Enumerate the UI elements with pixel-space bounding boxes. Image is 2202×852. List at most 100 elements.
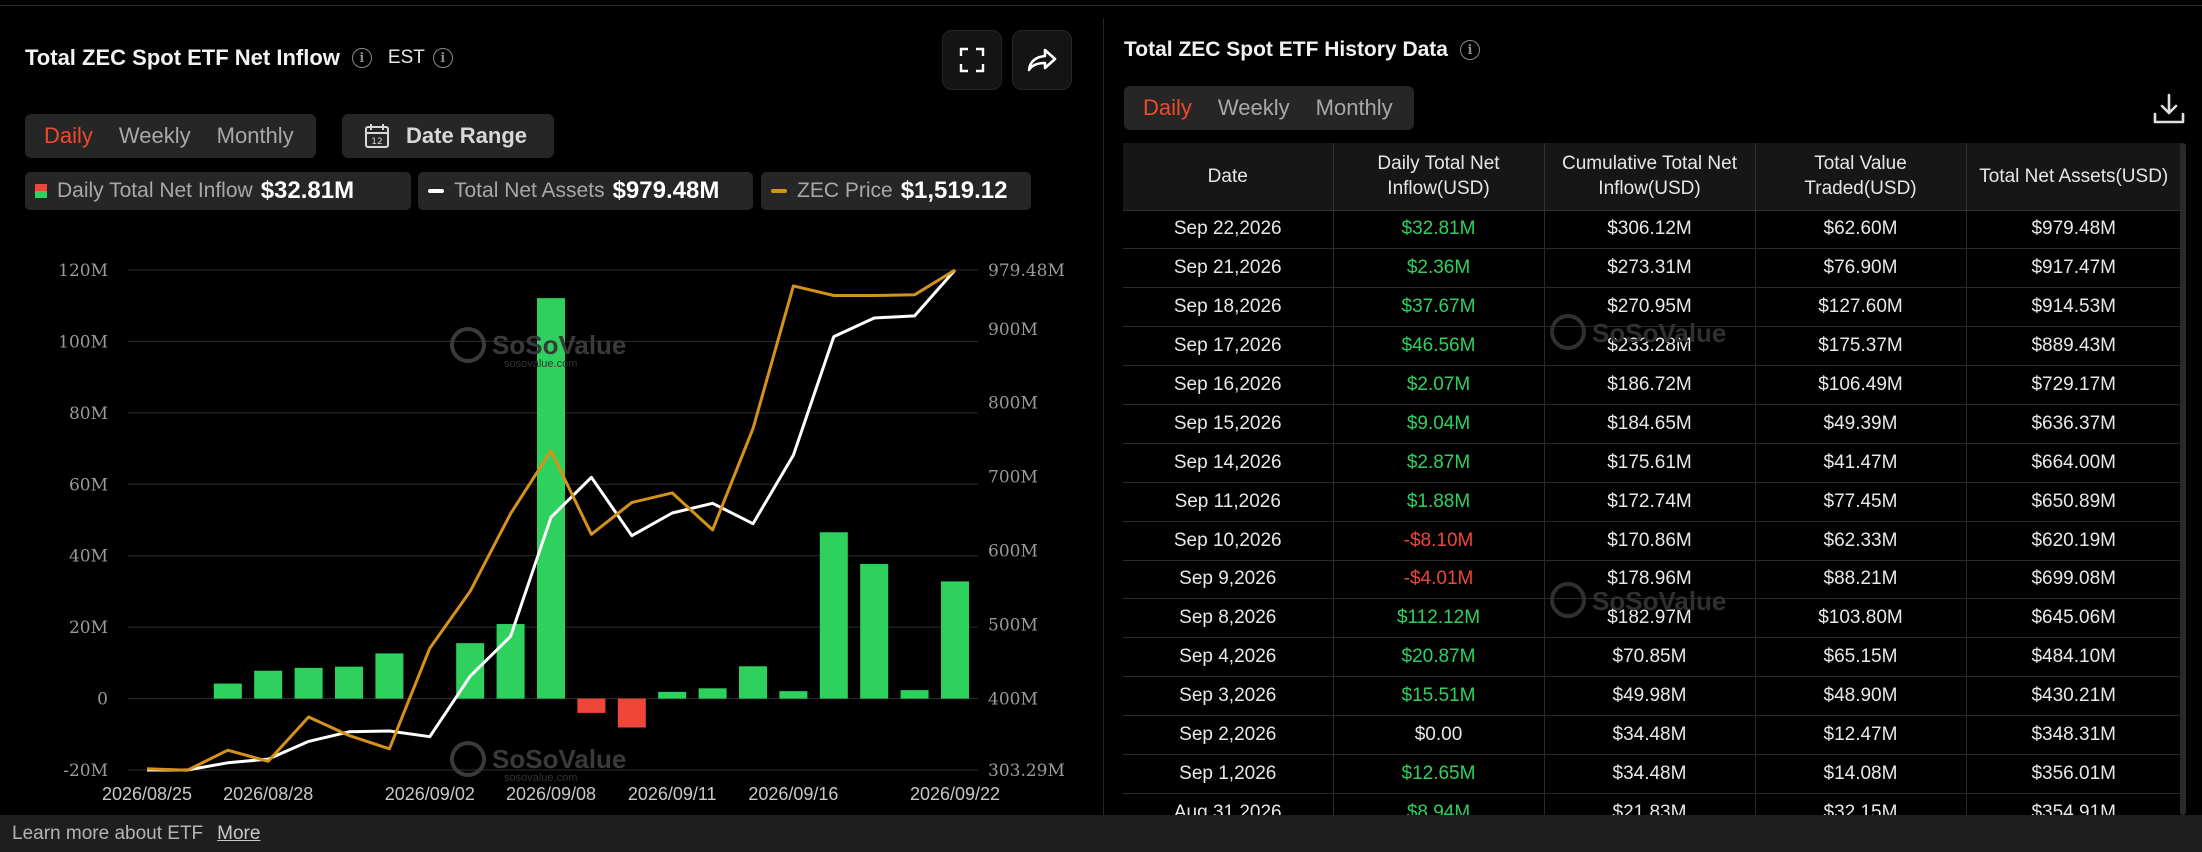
cell-date: Sep 17,2026 [1123, 326, 1334, 367]
tab-daily[interactable]: Daily [44, 123, 93, 148]
share-button[interactable] [1012, 30, 1072, 90]
history-info-icon[interactable]: i [1459, 40, 1480, 60]
inflow-bar [739, 666, 767, 699]
cell-cumulative: $175.61M [1544, 443, 1756, 483]
table-row[interactable]: Sep 11,2026 $1.88M $172.74M $77.45M $650.89M [1123, 482, 2181, 522]
cell-date: Sep 18,2026 [1123, 287, 1334, 328]
x-tick-label: 2026/09/02 [385, 784, 475, 804]
cell-traded: $49.39M [1755, 404, 1967, 444]
timezone-info-icon[interactable]: i [432, 48, 453, 68]
net-assets-line [147, 269, 957, 772]
table-scrollbar[interactable] [2180, 143, 2186, 815]
inflow-bar [335, 666, 363, 699]
tab-weekly[interactable]: Weekly [118, 123, 191, 148]
table-row[interactable]: Sep 10,2026 -$8.10M $170.86M $62.33M $620.19… [1123, 521, 2181, 561]
net-inflow-title-row: Total ZEC Spot ETF Net Inflow i EST i [25, 45, 453, 71]
table-row[interactable]: Sep 18,2026 $37.67M $270.95M $127.60M $914.5… [1123, 287, 2181, 328]
cell-traded: $48.90M [1755, 676, 1967, 717]
footer-more-link[interactable]: More [217, 822, 261, 844]
cell-daily-inflow: $0.00 [1333, 715, 1545, 755]
table-row[interactable]: Sep 17,2026 $46.56M $233.28M $175.37M $889.4… [1123, 326, 2181, 367]
cell-traded: $62.33M [1755, 521, 1967, 561]
legend-inflow[interactable]: Daily Total Net Inflow $32.81M [25, 172, 411, 210]
table-row[interactable]: Sep 1,2026 $12.65M $34.48M $14.08M $356.01M [1123, 754, 2181, 794]
cell-daily-inflow: $8.94M [1333, 793, 1545, 815]
cell-cumulative: $49.98M [1544, 676, 1756, 717]
table-row[interactable]: Sep 8,2026 $112.12M $182.97M $103.80M $645.0… [1123, 598, 2181, 639]
legend-inflow-value: $32.81M [260, 177, 355, 204]
footer-text: Learn more about ETF [12, 822, 204, 844]
date-range-button[interactable]: 12 Date Range [342, 114, 554, 158]
cell-cumulative: $270.95M [1544, 287, 1756, 328]
history-tab-daily[interactable]: Daily [1143, 95, 1192, 120]
inflow-bar [779, 691, 808, 699]
y-right-tick-label: 700M [988, 468, 1038, 488]
cell-daily-inflow: -$4.01M [1333, 560, 1545, 600]
cell-net-assets: $636.37M [1966, 404, 2181, 444]
cell-net-assets: $729.17M [1966, 365, 2181, 405]
table-row[interactable]: Sep 2,2026 $0.00 $34.48M $12.47M $348.31M [1123, 715, 2181, 755]
col-net-assets[interactable]: Total Net Assets(USD) [1966, 143, 2181, 211]
cell-traded: $65.15M [1755, 637, 1967, 678]
legend-assets[interactable]: Total Net Assets $979.48M [418, 172, 753, 210]
info-icon[interactable]: i [351, 48, 372, 68]
svg-text:12: 12 [371, 137, 382, 147]
inflow-bar [375, 653, 404, 699]
y-right-tick-label: 800M [988, 394, 1038, 414]
col-cumulative-inflow[interactable]: Cumulative Total Net Inflow(USD) [1544, 143, 1756, 211]
download-icon[interactable] [2152, 92, 2186, 126]
table-row[interactable]: Sep 21,2026 $2.36M $273.31M $76.90M $917.47M [1123, 248, 2181, 289]
table-row[interactable]: Sep 9,2026 -$4.01M $178.96M $88.21M $699.08M [1123, 560, 2181, 600]
history-tab-weekly[interactable]: Weekly [1217, 95, 1290, 120]
table-body: Sep 22,2026 $32.81M $306.12M $62.60M $979.48… [1123, 210, 2181, 815]
fullscreen-icon [959, 47, 985, 73]
top-border [0, 5, 2202, 6]
cell-daily-inflow: $2.36M [1333, 248, 1545, 289]
cell-cumulative: $172.74M [1544, 482, 1756, 522]
legend-assets-swatch [428, 189, 444, 193]
history-table: Date Daily Total Net Inflow(USD) Cumulat… [1123, 143, 2181, 815]
y-right-tick-label: 303.29M [988, 761, 1065, 781]
tab-monthly[interactable]: Monthly [216, 123, 294, 148]
cell-date: Sep 10,2026 [1123, 521, 1334, 561]
col-daily-inflow[interactable]: Daily Total Net Inflow(USD) [1333, 143, 1545, 211]
cell-traded: $103.80M [1755, 598, 1967, 639]
table-row[interactable]: Sep 14,2026 $2.87M $175.61M $41.47M $664.00M [1123, 443, 2181, 483]
x-tick-label: 2026/09/08 [506, 784, 596, 804]
inflow-bar [819, 532, 848, 699]
x-tick-label: 2026/09/16 [748, 784, 838, 804]
fullscreen-button[interactable] [942, 30, 1002, 90]
legend-price[interactable]: ZEC Price $1,519.12 [761, 172, 1031, 210]
date-range-label: Date Range [406, 123, 528, 148]
cell-date: Sep 8,2026 [1123, 598, 1334, 639]
col-value-traded[interactable]: Total Value Traded(USD) [1755, 143, 1967, 211]
cell-net-assets: $914.53M [1966, 287, 2181, 328]
cell-traded: $41.47M [1755, 443, 1967, 483]
cell-net-assets: $664.00M [1966, 443, 2181, 483]
cell-net-assets: $430.21M [1966, 676, 2181, 717]
cell-date: Sep 22,2026 [1123, 210, 1334, 250]
share-icon [1027, 48, 1057, 72]
history-table-container[interactable]: Date Daily Total Net Inflow(USD) Cumulat… [1123, 143, 2181, 815]
table-row[interactable]: Sep 4,2026 $20.87M $70.85M $65.15M $484.10M [1123, 637, 2181, 678]
table-row[interactable]: Sep 3,2026 $15.51M $49.98M $48.90M $430.21M [1123, 676, 2181, 717]
cell-daily-inflow: $2.87M [1333, 443, 1545, 483]
zec-price-line [146, 268, 956, 772]
y-left-tick-label: 100M [58, 332, 108, 352]
cell-date: Sep 3,2026 [1123, 676, 1334, 717]
x-tick-label: 2026/09/22 [910, 784, 1000, 804]
cell-traded: $106.49M [1755, 365, 1967, 405]
col-date[interactable]: Date [1123, 143, 1334, 211]
cell-daily-inflow: -$8.10M [1333, 521, 1545, 561]
table-row[interactable]: Sep 22,2026 $32.81M $306.12M $62.60M $979.48… [1123, 210, 2181, 250]
table-row[interactable]: Sep 16,2026 $2.07M $186.72M $106.49M $729.17… [1123, 365, 2181, 405]
left-period-tabs: Daily Weekly Monthly [25, 114, 316, 158]
y-left-tick-label: 0 [97, 690, 108, 710]
history-tab-monthly[interactable]: Monthly [1315, 95, 1393, 120]
legend-inflow-swatch [35, 184, 47, 198]
table-row[interactable]: Sep 15,2026 $9.04M $184.65M $49.39M $636.37M [1123, 404, 2181, 444]
cell-cumulative: $21.83M [1544, 793, 1756, 815]
cell-cumulative: $184.65M [1544, 404, 1756, 444]
inflow-bar [941, 581, 969, 699]
table-row[interactable]: Aug 31,2026 $8.94M $21.83M $32.15M $354.91M [1123, 793, 2181, 815]
